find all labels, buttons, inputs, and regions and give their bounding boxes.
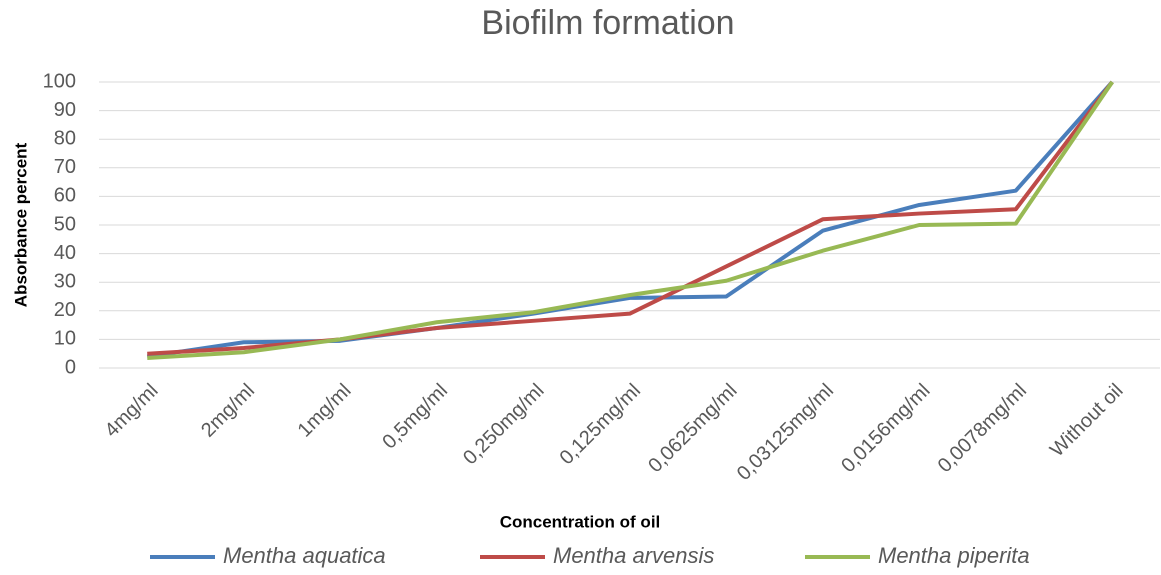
x-tick-label: 0,5mg/ml (378, 380, 452, 454)
y-tick-label: 10 (54, 328, 76, 350)
x-tick-label: 0,0625mg/ml (644, 380, 741, 477)
x-tick-label: 0,0078mg/ml (934, 380, 1031, 477)
chart-title: Biofilm formation (481, 4, 734, 42)
y-tick-label: 50 (54, 213, 76, 235)
legend-label: Mentha piperita (878, 543, 1030, 568)
series-line (147, 80, 1114, 356)
y-tick-label: 40 (54, 242, 76, 264)
y-tick-label: 20 (54, 299, 76, 321)
y-tick-label: 80 (54, 127, 76, 149)
y-axis-title: Absorbance percent (11, 142, 30, 307)
x-tick-label: 2mg/ml (197, 380, 259, 442)
y-tick-label: 90 (54, 99, 76, 121)
y-tick-label: 70 (54, 156, 76, 178)
x-axis-title: Concentration of oil (500, 512, 661, 531)
legend-label: Mentha arvensis (553, 543, 714, 568)
y-tick-label: 60 (54, 185, 76, 207)
series-line (147, 80, 1114, 360)
x-tick-label: 0,125mg/ml (556, 380, 645, 469)
x-tick-label: 1mg/ml (294, 380, 356, 442)
y-tick-label: 100 (43, 70, 76, 92)
x-tick-label: 4mg/ml (101, 380, 163, 442)
y-tick-label: 30 (54, 270, 76, 292)
y-tick-label: 0 (65, 356, 76, 378)
x-tick-label: 0,03125mg/ml (733, 380, 838, 485)
x-tick-label: 0,250mg/ml (459, 380, 548, 469)
x-tick-label: Without oil (1046, 380, 1128, 462)
legend-label: Mentha aquatica (223, 543, 386, 568)
x-tick-label: 0,0156mg/ml (837, 380, 934, 477)
